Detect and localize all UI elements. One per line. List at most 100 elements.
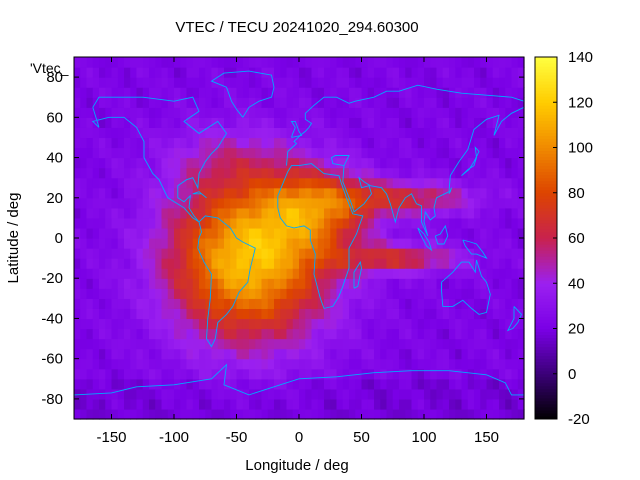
heatmap-cell <box>292 328 300 340</box>
heatmap-cell <box>474 127 481 139</box>
heatmap-cell <box>242 177 250 189</box>
heatmap-cell <box>280 157 288 169</box>
heatmap-cell <box>442 127 450 139</box>
heatmap-cell <box>280 127 288 139</box>
heatmap-cell <box>230 77 238 88</box>
heatmap-cell <box>467 77 475 88</box>
heatmap-cell <box>324 258 331 269</box>
heatmap-cell <box>424 398 431 410</box>
heatmap-cell <box>436 107 444 118</box>
colorbar-swatch <box>535 162 557 167</box>
heatmap-cell <box>292 147 300 159</box>
heatmap-cell <box>380 278 388 289</box>
heatmap-cell <box>442 147 450 159</box>
heatmap-cell <box>199 358 206 370</box>
heatmap-cell <box>136 238 144 249</box>
heatmap-cell <box>186 308 194 320</box>
heatmap-cell <box>361 408 369 420</box>
heatmap-cell <box>467 97 475 108</box>
heatmap-cell <box>86 278 94 289</box>
heatmap-cell <box>192 117 200 128</box>
heatmap-cell <box>249 398 256 410</box>
heatmap-cell <box>161 197 169 209</box>
heatmap-cell <box>417 258 425 269</box>
heatmap-cell <box>255 117 263 128</box>
heatmap-cell <box>155 67 163 78</box>
heatmap-cell <box>155 238 163 249</box>
heatmap-cell <box>461 388 469 400</box>
heatmap-cell <box>130 318 138 330</box>
heatmap-cell <box>442 57 450 68</box>
heatmap-cell <box>130 368 138 380</box>
heatmap-cell <box>174 328 181 340</box>
heatmap-cell <box>467 298 475 309</box>
coastline <box>277 163 364 309</box>
heatmap-cell <box>99 278 106 289</box>
heatmap-cell <box>461 358 469 370</box>
heatmap-cell <box>92 207 100 219</box>
heatmap-cell <box>324 57 331 68</box>
heatmap-cell <box>399 308 406 320</box>
heatmap-cell <box>436 258 444 269</box>
heatmap-cell <box>480 67 488 78</box>
heatmap-cell <box>299 358 306 370</box>
y-tick-label: 20 <box>46 190 63 207</box>
chart-title: VTEC / TECU 20241020_294.60300 <box>175 19 418 36</box>
heatmap-cell <box>274 238 281 249</box>
heatmap-cell <box>136 328 144 340</box>
heatmap-cell <box>261 358 269 370</box>
heatmap-cell <box>311 268 319 279</box>
heatmap-cell <box>167 137 175 149</box>
heatmap-cell <box>317 358 325 370</box>
heatmap-cell <box>480 378 488 390</box>
heatmap-cell <box>392 398 400 410</box>
heatmap-cell <box>480 87 488 98</box>
heatmap-cell <box>242 227 250 239</box>
heatmap-cell <box>224 258 231 269</box>
heatmap-cell <box>486 338 494 350</box>
heatmap-cell <box>130 388 138 400</box>
heatmap-cell <box>311 227 319 239</box>
heatmap-cell <box>261 298 269 309</box>
heatmap-cell <box>417 117 425 128</box>
heatmap-cell <box>255 398 263 410</box>
heatmap-cell <box>286 147 294 159</box>
heatmap-cell <box>342 217 350 229</box>
heatmap-cell <box>192 338 200 350</box>
heatmap-cell <box>192 328 200 340</box>
colorbar-swatch <box>535 316 557 320</box>
heatmap-cell <box>486 258 494 269</box>
heatmap-cell <box>105 238 113 249</box>
heatmap-cell <box>124 348 131 360</box>
heatmap-cell <box>449 97 456 108</box>
colorbar-swatch <box>535 385 557 390</box>
heatmap-cell <box>255 87 263 98</box>
heatmap-cell <box>461 107 469 118</box>
heatmap-cell <box>261 318 269 330</box>
heatmap-cell <box>99 328 106 340</box>
heatmap-cell <box>286 87 294 98</box>
heatmap-cell <box>411 207 419 219</box>
heatmap-cell <box>92 338 100 350</box>
heatmap-cell <box>74 177 81 189</box>
heatmap-cell <box>136 398 144 410</box>
heatmap-cell <box>505 117 513 128</box>
heatmap-cell <box>367 408 375 420</box>
heatmap-cell <box>399 77 406 88</box>
heatmap-cell <box>292 298 300 309</box>
colorbar-swatch <box>535 135 557 139</box>
heatmap-cell <box>392 97 400 108</box>
heatmap-cell <box>342 328 350 340</box>
heatmap-cell <box>80 167 88 179</box>
heatmap-cell <box>355 57 363 68</box>
heatmap-cell <box>80 127 88 139</box>
heatmap-cell <box>399 398 406 410</box>
heatmap-cell <box>174 288 181 299</box>
heatmap-cell <box>192 278 200 289</box>
heatmap-cell <box>111 57 119 68</box>
heatmap-cell <box>405 298 413 309</box>
heatmap-cell <box>180 227 188 239</box>
heatmap-cell <box>186 258 194 269</box>
legend-entry: 'Vtec_ <box>30 60 69 76</box>
heatmap-cell <box>280 207 288 219</box>
